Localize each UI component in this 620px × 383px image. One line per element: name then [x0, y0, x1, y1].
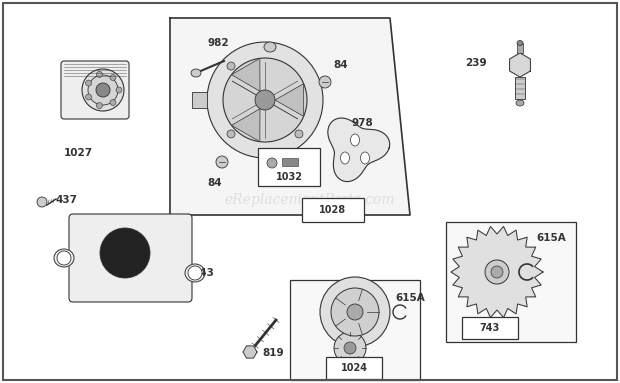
Text: 615A: 615A [536, 233, 565, 243]
Bar [258, 148, 320, 186]
Polygon shape [231, 58, 260, 91]
Text: 239: 239 [466, 58, 487, 68]
Polygon shape [510, 53, 530, 77]
Circle shape [334, 332, 366, 364]
Text: 437: 437 [56, 195, 78, 205]
Text: 1028: 1028 [319, 205, 347, 215]
Polygon shape [243, 346, 257, 358]
Text: 743: 743 [480, 323, 500, 333]
Circle shape [347, 304, 363, 320]
Polygon shape [275, 83, 304, 116]
Text: 1032: 1032 [275, 172, 303, 182]
Circle shape [86, 80, 92, 86]
Circle shape [331, 288, 379, 336]
Bar [326, 357, 382, 379]
Text: 84: 84 [333, 60, 348, 70]
Polygon shape [451, 226, 543, 318]
Bar [192, 92, 207, 108]
Ellipse shape [350, 134, 360, 146]
Text: 819: 819 [262, 348, 283, 358]
Circle shape [110, 74, 116, 80]
Polygon shape [328, 118, 390, 182]
Circle shape [485, 260, 509, 284]
Circle shape [86, 94, 92, 100]
Text: 982: 982 [208, 38, 229, 48]
Bar [446, 222, 576, 342]
Circle shape [320, 277, 390, 347]
Circle shape [97, 103, 102, 109]
Bar [302, 198, 364, 222]
Circle shape [216, 156, 228, 168]
Polygon shape [231, 109, 260, 142]
Circle shape [227, 62, 235, 70]
Ellipse shape [191, 69, 201, 77]
Circle shape [116, 87, 122, 93]
Bar [517, 43, 523, 53]
Circle shape [207, 42, 323, 158]
Text: 978: 978 [352, 118, 374, 128]
Circle shape [295, 130, 303, 138]
Bar [515, 77, 525, 99]
Circle shape [267, 158, 277, 168]
Circle shape [57, 251, 71, 265]
Text: 615A: 615A [395, 293, 425, 303]
Text: eReplacementParts.com: eReplacementParts.com [224, 193, 396, 207]
Circle shape [227, 130, 235, 138]
Ellipse shape [54, 249, 74, 267]
Circle shape [188, 266, 202, 280]
Text: 1024: 1024 [340, 363, 368, 373]
Text: 84: 84 [208, 178, 223, 188]
Polygon shape [170, 18, 410, 215]
Circle shape [96, 83, 110, 97]
Circle shape [223, 58, 307, 142]
FancyBboxPatch shape [69, 214, 192, 302]
Bar [282, 158, 298, 166]
Ellipse shape [517, 41, 523, 46]
Ellipse shape [264, 42, 276, 52]
Circle shape [110, 100, 116, 105]
Circle shape [344, 342, 356, 354]
Ellipse shape [340, 152, 350, 164]
Text: 1027: 1027 [63, 148, 92, 158]
Circle shape [255, 90, 275, 110]
Circle shape [97, 71, 102, 77]
Bar [462, 317, 518, 339]
Ellipse shape [516, 100, 524, 106]
Circle shape [319, 76, 331, 88]
Circle shape [37, 197, 47, 207]
Bar [290, 280, 420, 380]
Ellipse shape [185, 264, 205, 282]
FancyBboxPatch shape [61, 61, 129, 119]
Ellipse shape [88, 75, 118, 105]
Ellipse shape [360, 152, 370, 164]
Ellipse shape [82, 69, 124, 111]
Text: 243: 243 [192, 268, 214, 278]
Circle shape [491, 266, 503, 278]
Circle shape [100, 228, 150, 278]
